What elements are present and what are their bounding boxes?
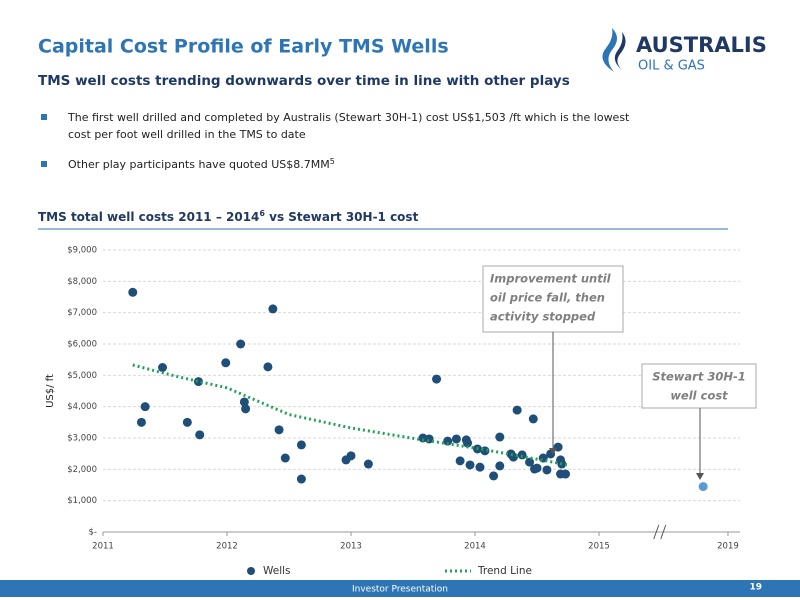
chart-title-main: TMS total well costs 2011 – 2014	[38, 210, 259, 224]
well-point	[528, 414, 538, 424]
logo-tagline: OIL & GAS	[638, 59, 705, 74]
y-tick-label: $4,000	[67, 402, 97, 412]
callout-arrowhead	[696, 473, 704, 480]
x-tick-label: 2012	[216, 542, 238, 552]
y-axis-label: US$/ ft	[45, 374, 56, 408]
x-tick-label: 2011	[92, 542, 114, 552]
well-point	[451, 434, 461, 444]
y-tick-label: $9,000	[67, 246, 97, 256]
well-point	[489, 471, 499, 481]
well-point	[463, 438, 473, 448]
well-point	[455, 456, 465, 466]
well-point	[296, 474, 306, 484]
well-point	[136, 417, 146, 427]
well-point	[263, 362, 273, 372]
well-point	[443, 436, 453, 446]
subtitle: TMS well costs trending downwards over t…	[38, 73, 570, 89]
x-tick-label: 2014	[464, 542, 486, 552]
y-tick-label: $3,000	[67, 434, 97, 444]
well-point	[195, 430, 205, 440]
logo-name: AUSTRALIS	[636, 33, 767, 57]
callout-arrowhead	[549, 448, 557, 455]
well-point	[268, 304, 278, 314]
well-point	[280, 453, 290, 463]
well-point	[525, 457, 535, 467]
bullet-marker	[41, 114, 47, 120]
y-tick-label: $6,000	[67, 340, 97, 350]
logo: AUSTRALIS OIL & GAS	[602, 28, 767, 74]
bullet-text: The first well drilled and completed by …	[67, 111, 630, 124]
bullet-text: Other play participants have quoted US$8…	[68, 157, 335, 172]
legend-label: Trend Line	[477, 565, 532, 577]
callout-text: Stewart 30H-1	[652, 370, 746, 384]
y-tick-label: $8,000	[67, 277, 97, 287]
well-point	[182, 417, 192, 427]
bullet-marker	[41, 161, 47, 167]
legend-label: Wells	[263, 565, 291, 577]
chart-title-rest: vs Stewart 30H-1 cost	[265, 210, 419, 224]
y-tick-label: $7,000	[67, 308, 97, 318]
well-point	[239, 397, 249, 407]
bullet-text: cost per foot well drilled in the TMS to…	[68, 128, 306, 141]
callout-text: oil price fall, then	[490, 291, 605, 305]
well-point	[236, 339, 246, 349]
well-point	[512, 405, 522, 415]
x-tick-label: 2019	[717, 542, 739, 552]
well-point	[296, 440, 306, 450]
callout-text: activity stopped	[490, 310, 596, 324]
well-point	[424, 434, 434, 444]
well-point	[140, 402, 150, 412]
well-point	[221, 358, 231, 368]
callout-text: well cost	[670, 389, 728, 403]
bullet-line: cost per foot well drilled in the TMS to…	[68, 128, 306, 141]
well-point	[495, 461, 505, 471]
x-tick-label: 2015	[588, 542, 610, 552]
y-tick-label: $1,000	[67, 496, 97, 506]
axis-break	[653, 524, 667, 540]
title: Capital Cost Profile of Early TMS Wells	[38, 36, 449, 58]
well-point	[346, 451, 356, 461]
bullet-line: The first well drilled and completed by …	[67, 111, 630, 124]
callout-box	[641, 363, 757, 409]
well-point	[128, 287, 138, 297]
footer-bar	[0, 580, 800, 597]
well-point	[542, 465, 552, 475]
well-point	[495, 432, 505, 442]
well-point	[561, 469, 571, 479]
well-point	[475, 462, 485, 472]
page-number: 19	[749, 583, 762, 593]
well-point	[465, 460, 475, 470]
well-point	[158, 363, 168, 372]
superscript: 6	[259, 209, 265, 218]
y-tick-label: $5,000	[67, 371, 97, 381]
well-point	[363, 459, 373, 469]
chart-title: TMS total well costs 2011 – 20146 vs Ste…	[38, 209, 419, 224]
logo-icon	[614, 32, 626, 70]
y-tick-label: $-	[89, 528, 97, 538]
callout-text: Improvement until	[490, 272, 612, 286]
bullet-line: Other play participants have quoted US$8…	[68, 158, 330, 171]
logo-icon	[602, 28, 617, 72]
callout-box	[482, 265, 624, 333]
x-tick-label: 2013	[340, 542, 362, 552]
well-point	[274, 425, 284, 435]
spacer	[38, 565, 39, 566]
well-point	[432, 374, 442, 384]
y-tick-label: $2,000	[67, 465, 97, 475]
legend-marker	[247, 567, 255, 575]
well-point	[241, 404, 251, 414]
superscript: 5	[330, 157, 335, 166]
footer-text: Investor Presentation	[352, 585, 448, 595]
highlight-point	[698, 482, 708, 492]
well-point	[532, 463, 542, 473]
